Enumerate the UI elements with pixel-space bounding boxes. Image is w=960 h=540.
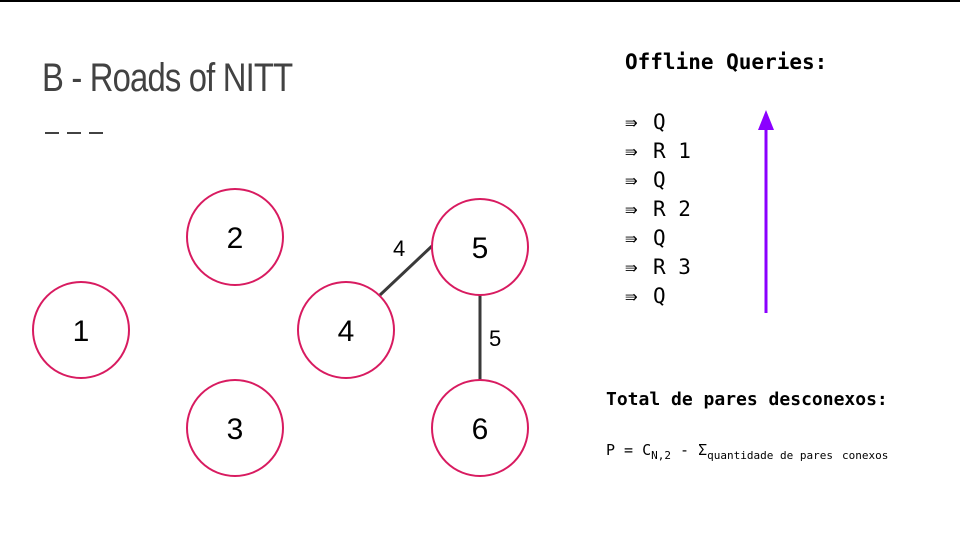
formula-sub-conexos: conexos bbox=[842, 449, 889, 462]
node-label-4: 4 bbox=[338, 315, 355, 348]
graph-node-1: 1 bbox=[32, 281, 130, 379]
query-item: ⇛ Q bbox=[625, 224, 691, 253]
queries-heading: Offline Queries: bbox=[625, 50, 828, 74]
node-label-2: 2 bbox=[227, 222, 244, 255]
total-heading: Total de pares desconexos: bbox=[606, 389, 888, 410]
node-label-6: 6 bbox=[472, 413, 489, 446]
query-item: ⇛ Q bbox=[625, 166, 691, 195]
query-item: ⇛ R 3 bbox=[625, 253, 691, 282]
double-arrow-icon: ⇛ bbox=[625, 110, 638, 134]
formula-sum: - Σ bbox=[671, 441, 708, 459]
graph-node-2: 2 bbox=[186, 188, 284, 286]
formula-sub-n2: N,2 bbox=[651, 449, 672, 462]
query-text: Q bbox=[653, 110, 666, 134]
title-underline bbox=[45, 132, 105, 134]
query-item: ⇛ R 2 bbox=[625, 195, 691, 224]
graph-node-5: 5 bbox=[431, 198, 529, 296]
double-arrow-icon: ⇛ bbox=[625, 197, 638, 221]
edge-4-5 bbox=[378, 244, 434, 297]
edge-weight-4-5: 4 bbox=[393, 236, 405, 261]
query-item: ⇛ R 1 bbox=[625, 137, 691, 166]
slide-title: B - Roads of NITT bbox=[42, 56, 293, 100]
query-text: Q bbox=[653, 284, 666, 308]
query-item: ⇛ Q bbox=[625, 282, 691, 311]
edge-weight-5-6: 5 bbox=[489, 326, 501, 351]
formula: P = CN,2 - Σquantidade de pares conexos bbox=[606, 433, 936, 467]
node-label-1: 1 bbox=[73, 315, 90, 348]
double-arrow-icon: ⇛ bbox=[625, 139, 638, 163]
double-arrow-icon: ⇛ bbox=[625, 284, 638, 308]
graph-node-6: 6 bbox=[431, 379, 529, 477]
query-list: ⇛ Q ⇛ R 1 ⇛ Q ⇛ R 2 ⇛ Q ⇛ R 3 ⇛ Q bbox=[625, 108, 691, 311]
node-label-5: 5 bbox=[472, 232, 489, 265]
graph-node-3: 3 bbox=[186, 379, 284, 477]
query-text: R 1 bbox=[653, 139, 691, 163]
formula-main: P = C bbox=[606, 441, 652, 459]
formula-sub-quantidade: quantidade de pares bbox=[707, 449, 833, 462]
top-border bbox=[0, 0, 960, 2]
query-text: R 3 bbox=[653, 255, 691, 279]
node-label-3: 3 bbox=[227, 413, 244, 446]
query-text: R 2 bbox=[653, 197, 691, 221]
query-text: Q bbox=[653, 168, 666, 192]
double-arrow-icon: ⇛ bbox=[625, 168, 638, 192]
query-item: ⇛ Q bbox=[625, 108, 691, 137]
double-arrow-icon: ⇛ bbox=[625, 255, 638, 279]
double-arrow-icon: ⇛ bbox=[625, 226, 638, 250]
query-text: Q bbox=[653, 226, 666, 250]
graph-node-4: 4 bbox=[297, 281, 395, 379]
